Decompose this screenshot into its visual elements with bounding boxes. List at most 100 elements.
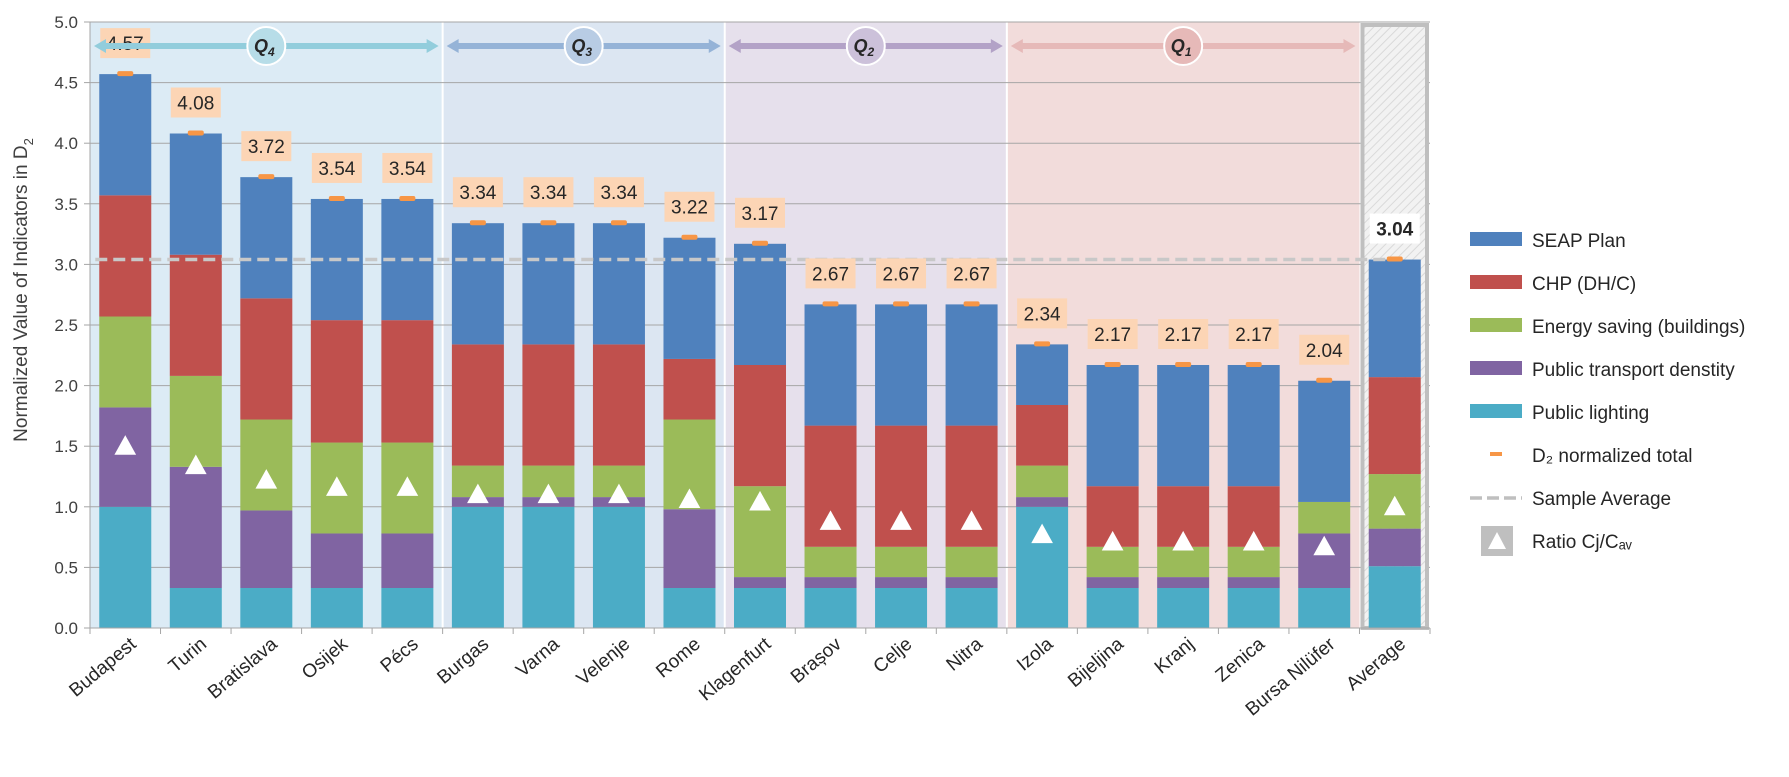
ratio-marker bbox=[255, 469, 278, 489]
ratio-marker bbox=[1172, 530, 1195, 551]
ratio-marker bbox=[1031, 523, 1053, 544]
x-tick-label: Velenje bbox=[573, 634, 634, 690]
x-tick-label: Nitra bbox=[943, 633, 988, 675]
legend-swatch bbox=[1470, 361, 1522, 375]
bar-segment bbox=[734, 243, 786, 365]
bar-segment bbox=[875, 588, 928, 628]
x-tick-label: Izola bbox=[1013, 633, 1058, 675]
bar-segment bbox=[945, 546, 998, 578]
total-label: 4.08 bbox=[177, 94, 214, 115]
ratio-marker bbox=[1313, 535, 1336, 556]
y-tick-label: 5.0 bbox=[54, 13, 78, 32]
bar-segment bbox=[945, 304, 998, 426]
bar-segment bbox=[1157, 364, 1210, 487]
legend-label: Sample Average bbox=[1532, 489, 1671, 510]
bar-segment bbox=[310, 320, 363, 443]
total-label: 2.17 bbox=[1094, 325, 1131, 346]
total-label: 2.67 bbox=[883, 264, 920, 285]
y-tick-label: 4.5 bbox=[54, 74, 78, 93]
total-label: 3.34 bbox=[600, 183, 637, 204]
total-label-box bbox=[1299, 334, 1350, 365]
total-label-box bbox=[452, 177, 503, 208]
total-label-box bbox=[1087, 318, 1138, 349]
bar-segment bbox=[663, 588, 716, 628]
y-tick-label: 2.5 bbox=[54, 316, 78, 335]
total-marker bbox=[1175, 361, 1192, 367]
total-label-box bbox=[170, 87, 221, 118]
y-tick-label: 4.0 bbox=[54, 134, 78, 153]
bar-segment bbox=[522, 344, 575, 466]
ratio-marker bbox=[114, 435, 137, 455]
total-marker bbox=[1245, 361, 1262, 367]
bar-segment bbox=[1086, 577, 1139, 589]
total-label-box bbox=[1369, 213, 1420, 244]
x-tick-label: Celje bbox=[870, 634, 917, 678]
bar-segment bbox=[451, 344, 504, 466]
bar-segment bbox=[1086, 588, 1139, 628]
total-marker bbox=[1316, 377, 1333, 383]
bar-segment bbox=[99, 74, 152, 196]
bar-segment bbox=[1227, 364, 1280, 487]
bar-segment bbox=[451, 506, 504, 628]
bar-segment bbox=[1298, 501, 1351, 534]
quartile-label: Q4 bbox=[254, 36, 275, 59]
total-label: 3.72 bbox=[248, 137, 285, 158]
legend-label: Ratio Cj/Cₐᵥ bbox=[1532, 532, 1633, 553]
ratio-marker bbox=[608, 483, 630, 504]
legend-label: D₂ normalized total bbox=[1532, 446, 1693, 467]
total-marker bbox=[681, 234, 698, 240]
y-axis-title: Normalized Value of Indicators in D2 bbox=[11, 138, 36, 442]
legend-label: Public transport denstity bbox=[1532, 360, 1735, 381]
bar-segment bbox=[734, 588, 786, 628]
total-label-box bbox=[946, 258, 997, 289]
quartile-arrow-head-right bbox=[426, 39, 439, 53]
total-marker bbox=[1104, 361, 1121, 367]
legend-swatch bbox=[1490, 452, 1502, 456]
bar-segment bbox=[945, 577, 998, 589]
x-tick-label: Burgas bbox=[433, 634, 493, 689]
total-marker bbox=[328, 195, 345, 201]
bar-segment bbox=[99, 195, 152, 317]
total-label-box bbox=[382, 152, 433, 183]
quartile-arrow-head-left bbox=[728, 39, 741, 53]
total-label-box bbox=[593, 177, 644, 208]
quartile-arrow-head-left bbox=[94, 39, 106, 53]
x-tick-label: Kranj bbox=[1151, 634, 1198, 679]
bar-segment bbox=[1086, 546, 1139, 578]
bar-segment bbox=[381, 320, 434, 443]
total-label: 3.54 bbox=[318, 159, 355, 180]
x-tick-label: Bratislava bbox=[204, 633, 282, 703]
bar-segment bbox=[522, 223, 575, 345]
bar-segment bbox=[1016, 497, 1069, 507]
quartile-label: Q1 bbox=[1171, 36, 1192, 59]
bar-segment bbox=[1157, 546, 1210, 578]
legend-label: CHP (DH/C) bbox=[1532, 274, 1636, 295]
bar-segment bbox=[99, 316, 152, 408]
legend-label: Public lighting bbox=[1532, 403, 1649, 424]
bar-segment bbox=[240, 588, 293, 628]
ratio-marker bbox=[749, 490, 771, 511]
bar-segment bbox=[1227, 588, 1280, 628]
total-marker bbox=[399, 195, 416, 201]
total-marker bbox=[1386, 256, 1403, 262]
quartile-circle bbox=[1163, 26, 1204, 66]
total-label: 2.17 bbox=[1235, 325, 1272, 346]
quartile-label: Q2 bbox=[853, 36, 874, 59]
bar-segment bbox=[804, 546, 857, 578]
bar-segment bbox=[451, 223, 504, 345]
total-label: 3.34 bbox=[459, 183, 496, 204]
total-marker bbox=[540, 220, 557, 226]
bar-segment bbox=[875, 304, 928, 426]
bar-segment bbox=[381, 533, 434, 589]
total-label: 2.67 bbox=[812, 264, 849, 285]
bar-segment bbox=[1016, 404, 1069, 466]
total-label-box bbox=[664, 191, 715, 222]
total-markers: 4.574.083.723.543.543.343.343.343.223.17… bbox=[100, 28, 1420, 383]
legend-label: Energy saving (buildings) bbox=[1532, 317, 1745, 338]
x-tick-label: Average bbox=[1342, 634, 1409, 695]
x-tick-label: Bijeljina bbox=[1064, 633, 1128, 691]
total-marker bbox=[893, 301, 910, 307]
quartile-arrows: Q4 Q3 Q2 Q1 bbox=[94, 26, 1356, 66]
bar-segment bbox=[1298, 380, 1351, 502]
